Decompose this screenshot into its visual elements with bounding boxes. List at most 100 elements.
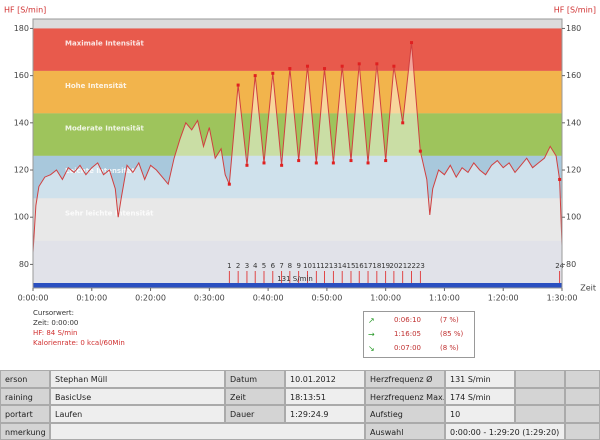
lap-label: 23 (416, 262, 425, 270)
table-cell: 10 (445, 405, 515, 423)
lap-label: 2 (236, 262, 240, 270)
x-tick-label: 0:40:00 (253, 294, 284, 303)
bottom-bar (33, 283, 562, 288)
lap-marker (288, 67, 292, 71)
y-tick-label: 160 (14, 71, 29, 80)
table-cell: Datum (225, 370, 285, 388)
y2-tick-label: 140 (566, 118, 581, 127)
lap-marker (297, 159, 301, 163)
zone-label: Moderate Intensität (65, 125, 145, 133)
lap-label: 11 (312, 262, 321, 270)
lap-marker (401, 121, 405, 125)
lap-marker (323, 67, 327, 71)
table-cell (565, 422, 600, 440)
x-tick-label: 0:50:00 (311, 294, 342, 303)
lap-label: 13 (329, 262, 338, 270)
table-cell: 174 S/min (445, 387, 515, 405)
zone-pct: (85 %) (440, 330, 464, 338)
y-tick-label: 140 (14, 118, 29, 127)
table-cell: Dauer (225, 405, 285, 423)
zone-pct: (8 %) (440, 344, 459, 352)
lap-marker (384, 159, 388, 163)
lap-label: 3 (245, 262, 249, 270)
y-tick-label: 80 (19, 260, 29, 269)
zone-arrow: → (368, 330, 375, 339)
zone-summary: ↗ 0:06:10 (7 %) → 1:16:05 (85 %) ↘ 0:07:00 (8 %) (363, 311, 475, 358)
zone-label: Hohe Intensität (65, 82, 127, 90)
x-tick-label: 0:30:00 (194, 294, 225, 303)
cursor-title: Cursorwert: (33, 309, 75, 317)
x-tick-label: 1:10:00 (429, 294, 460, 303)
table-cell: 1:29:24.9 (285, 405, 365, 423)
zone-band (33, 28, 562, 71)
lap-marker (253, 74, 257, 78)
lap-label: 14 (338, 262, 347, 270)
x-tick-label: 0:20:00 (135, 294, 166, 303)
cursor-hr: HF: 84 S/min (33, 329, 78, 337)
lap-label: 12 (320, 262, 329, 270)
lap-marker (236, 83, 240, 87)
zone-band (33, 70, 562, 114)
lap-marker (340, 64, 344, 68)
table-cell: erson (0, 370, 50, 388)
y-tick-label: 120 (14, 166, 29, 175)
lap-label: 22 (407, 262, 416, 270)
lap-label: 4 (253, 262, 258, 270)
zone-arrow: ↗ (368, 316, 375, 325)
lap-label: 19 (381, 262, 390, 270)
lap-marker (418, 149, 422, 153)
x-axis-label: Zeit (580, 284, 596, 293)
zone-label: Sehr leichte Intensität (65, 210, 154, 218)
table-cell (565, 370, 600, 388)
x-tick-label: 1:30:00 (547, 294, 578, 303)
table-cell: 0:00:00 - 1:29:20 (1:29:20) (445, 422, 565, 440)
lap-marker (271, 71, 275, 75)
table-cell: Herzfrequenz Max. (365, 387, 445, 405)
lap-label: 10 (303, 262, 312, 270)
table-cell: 10.01.2012 (285, 370, 365, 388)
table-cell: BasicUse (50, 387, 225, 405)
table-cell (515, 405, 565, 423)
lap-label: 16 (355, 262, 364, 270)
lap-label: 8 (288, 262, 292, 270)
lap-marker (375, 62, 379, 66)
lap-label: 6 (271, 262, 276, 270)
lap-marker (349, 159, 353, 163)
y2-tick-label: 160 (566, 71, 581, 80)
table-cell: Aufstieg (365, 405, 445, 423)
zone-band (33, 198, 562, 241)
x-tick-label: 1:20:00 (488, 294, 519, 303)
lap-label: 5 (262, 262, 266, 270)
lap-label: 17 (364, 262, 373, 270)
lap-label: 18 (372, 262, 381, 270)
zone-time: 1:16:05 (394, 330, 421, 338)
hr-area (33, 42, 562, 288)
y2-tick-label: 180 (566, 24, 581, 33)
table-cell: 131 S/min (445, 370, 515, 388)
lap-marker (227, 182, 231, 186)
avg-label: 131 S/min (277, 275, 313, 283)
lap-label: 15 (347, 262, 356, 270)
lap-label: 20 (389, 262, 398, 270)
table-cell: Herzfrequenz Ø (365, 370, 445, 388)
lap-marker (280, 163, 284, 167)
lap-marker (558, 177, 562, 181)
lap-marker (366, 161, 370, 165)
lap-marker (410, 41, 414, 45)
zone-arrow: ↘ (368, 344, 375, 353)
table-cell (565, 387, 600, 405)
lap-label: 7 (279, 262, 283, 270)
chart: HF [S/min] HF [S/min] Zeit Maximale Inte… (4, 6, 596, 303)
lap-label: 21 (398, 262, 407, 270)
lap-marker (245, 163, 249, 167)
table-cell (565, 405, 600, 423)
cursor-panel: Cursorwert: Zeit: 0:00:00 HF: 84 S/min K… (33, 308, 125, 348)
table-cell: nmerkung (0, 422, 50, 440)
table-cell: raining (0, 387, 50, 405)
table-cell (50, 422, 365, 440)
table-cell: Zeit (225, 387, 285, 405)
y-tick-label: 100 (14, 213, 29, 222)
lap-marker (357, 62, 361, 66)
lap-marker (262, 161, 266, 165)
